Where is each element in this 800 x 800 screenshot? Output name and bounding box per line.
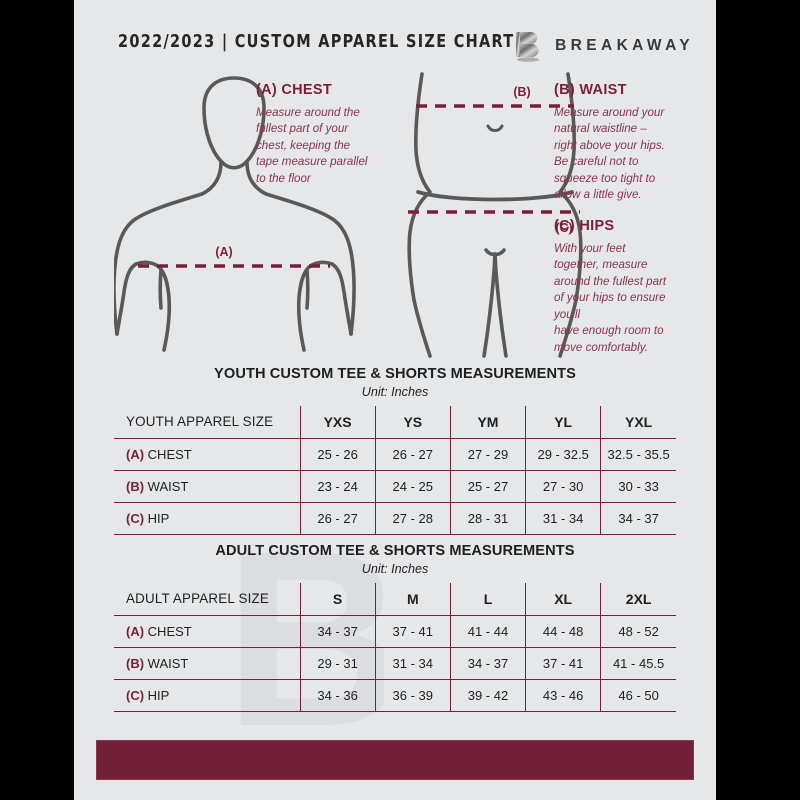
youth-header-cell-4: YL bbox=[525, 406, 601, 439]
youth-row-label-0: (A) CHEST bbox=[114, 437, 300, 471]
youth-cell-1-1: 24 - 25 bbox=[374, 469, 451, 503]
adult-table-block: ADULT CUSTOM TEE & SHORTS MEASUREMENTS U… bbox=[74, 543, 716, 712]
adult-header-cell-1: S bbox=[299, 583, 376, 616]
breakaway-b-logo-icon bbox=[516, 32, 540, 62]
callout-hips: (C) HIPS With your feet together, measur… bbox=[554, 218, 694, 356]
callout-waist-body: Measure around your natural waistline – … bbox=[554, 106, 665, 202]
brand-name: BREAKAWAY bbox=[555, 37, 694, 54]
adult-cell-0-4: 48 - 52 bbox=[600, 614, 676, 648]
youth-row-label-2: (C) HIP bbox=[114, 501, 300, 535]
table-header-row: YOUTH APPAREL SIZE YXS YS YM YL YXL bbox=[114, 406, 676, 439]
youth-cell-1-0: 23 - 24 bbox=[299, 469, 376, 503]
callout-waist: (B) WAIST Measure around your natural wa… bbox=[554, 82, 690, 204]
adult-cell-2-2: 39 - 42 bbox=[449, 678, 526, 712]
youth-cell-0-4: 32.5 - 35.5 bbox=[600, 437, 676, 471]
youth-cell-2-2: 28 - 31 bbox=[449, 501, 526, 535]
table-row: (C) HIP 34 - 36 36 - 39 39 - 42 43 - 46 … bbox=[114, 678, 676, 712]
table-row: (A) CHEST 34 - 37 37 - 41 41 - 44 44 - 4… bbox=[114, 614, 676, 648]
waist-marker-label: (B) bbox=[513, 85, 530, 99]
adult-cell-2-3: 43 - 46 bbox=[525, 678, 601, 712]
measurement-illustrations: (A) (B) (C) (A) CHEST Measu bbox=[74, 70, 716, 360]
adult-cell-1-1: 31 - 34 bbox=[374, 646, 451, 680]
youth-cell-0-2: 27 - 29 bbox=[449, 437, 526, 471]
adult-header-cell-2: M bbox=[374, 583, 451, 616]
adult-cell-0-3: 44 - 48 bbox=[525, 614, 601, 648]
male-torso-outline-icon: (A) bbox=[114, 76, 356, 352]
page-header: 2022/2023 | CUSTOM APPAREL SIZE CHART BR… bbox=[74, 26, 716, 66]
youth-cell-2-0: 26 - 27 bbox=[299, 501, 376, 535]
callout-waist-heading: (B) WAIST bbox=[554, 82, 627, 98]
adult-row-label-2: (C) HIP bbox=[114, 678, 300, 712]
youth-cell-2-3: 31 - 34 bbox=[525, 501, 601, 535]
youth-cell-1-3: 27 - 30 bbox=[525, 469, 601, 503]
row-label: HIP bbox=[147, 510, 170, 526]
youth-table-unit: Unit: Inches bbox=[361, 385, 429, 399]
adult-table-unit: Unit: Inches bbox=[361, 562, 429, 576]
table-row: (C) HIP 26 - 27 27 - 28 28 - 31 31 - 34 … bbox=[114, 501, 676, 535]
youth-cell-2-4: 34 - 37 bbox=[600, 501, 676, 535]
row-label: WAIST bbox=[147, 655, 189, 671]
youth-cell-2-1: 27 - 28 bbox=[374, 501, 451, 535]
footer-bar bbox=[96, 740, 694, 780]
youth-table-block: YOUTH CUSTOM TEE & SHORTS MEASUREMENTS U… bbox=[74, 366, 716, 535]
youth-header-cell-5: YXL bbox=[600, 406, 676, 439]
adult-cell-1-2: 34 - 37 bbox=[449, 646, 526, 680]
youth-header-cell-1: YXS bbox=[299, 406, 376, 439]
youth-header-cell-0: YOUTH APPAREL SIZE bbox=[114, 406, 300, 439]
adult-header-cell-5: 2XL bbox=[600, 583, 676, 616]
adult-cell-2-1: 36 - 39 bbox=[374, 678, 451, 712]
youth-header-cell-2: YS bbox=[374, 406, 451, 439]
youth-size-table: YOUTH APPAREL SIZE YXS YS YM YL YXL (A) … bbox=[114, 406, 676, 535]
male-hips-outline-icon: (B) (C) bbox=[407, 72, 583, 358]
table-row: (B) WAIST 23 - 24 24 - 25 25 - 27 27 - 3… bbox=[114, 469, 676, 503]
row-tag: (B) bbox=[126, 478, 145, 494]
page-title: 2022/2023 | CUSTOM APPAREL SIZE CHART bbox=[118, 32, 515, 52]
adult-cell-2-4: 46 - 50 bbox=[600, 678, 676, 712]
size-chart-page: B 2022/2023 | CUSTOM APPAREL SIZE CHART bbox=[74, 0, 716, 800]
brand-lockup: BREAKAWAY bbox=[513, 26, 694, 66]
row-tag: (C) bbox=[126, 687, 145, 703]
youth-header-cell-3: YM bbox=[449, 406, 526, 439]
youth-cell-1-4: 30 - 33 bbox=[600, 469, 676, 503]
adult-cell-0-0: 34 - 37 bbox=[299, 614, 376, 648]
callout-chest-heading: (A) CHEST bbox=[256, 82, 332, 98]
youth-row-label-1: (B) WAIST bbox=[114, 469, 300, 503]
callout-chest: (A) CHEST Measure around the fullest par… bbox=[256, 82, 396, 187]
adult-cell-1-0: 29 - 31 bbox=[299, 646, 376, 680]
table-row: (A) CHEST 25 - 26 26 - 27 27 - 29 29 - 3… bbox=[114, 437, 676, 471]
table-header-row: ADULT APPAREL SIZE S M L XL 2XL bbox=[114, 583, 676, 616]
youth-table-title: YOUTH CUSTOM TEE & SHORTS MEASUREMENTS bbox=[214, 366, 576, 382]
row-tag: (A) bbox=[126, 446, 145, 462]
youth-cell-0-3: 29 - 32.5 bbox=[525, 437, 601, 471]
adult-cell-1-3: 37 - 41 bbox=[525, 646, 601, 680]
row-label: HIP bbox=[147, 687, 170, 703]
row-label: CHEST bbox=[147, 623, 192, 639]
row-tag: (C) bbox=[126, 510, 145, 526]
callout-chest-body: Measure around the fullest part of your … bbox=[256, 106, 368, 185]
adult-row-label-0: (A) CHEST bbox=[114, 614, 300, 648]
youth-cell-0-1: 26 - 27 bbox=[374, 437, 451, 471]
adult-cell-2-0: 34 - 36 bbox=[299, 678, 376, 712]
adult-cell-0-2: 41 - 44 bbox=[449, 614, 526, 648]
youth-cell-0-0: 25 - 26 bbox=[299, 437, 376, 471]
adult-table-title: ADULT CUSTOM TEE & SHORTS MEASUREMENTS bbox=[215, 543, 575, 559]
adult-size-table: ADULT APPAREL SIZE S M L XL 2XL (A) CHES… bbox=[114, 583, 676, 712]
adult-header-cell-3: L bbox=[449, 583, 526, 616]
row-tag: (A) bbox=[126, 623, 145, 639]
youth-cell-1-2: 25 - 27 bbox=[449, 469, 526, 503]
adult-header-cell-4: XL bbox=[525, 583, 601, 616]
callout-hips-body: With your feet together, measure around … bbox=[554, 242, 667, 354]
row-label: WAIST bbox=[147, 478, 189, 494]
adult-cell-0-1: 37 - 41 bbox=[374, 614, 451, 648]
hip-marker-label: (C) bbox=[555, 221, 572, 235]
adult-row-label-1: (B) WAIST bbox=[114, 646, 300, 680]
row-label: CHEST bbox=[147, 446, 192, 462]
chest-marker-label: (A) bbox=[215, 245, 232, 259]
adult-header-cell-0: ADULT APPAREL SIZE bbox=[114, 583, 300, 616]
callout-hips-heading: (C) HIPS bbox=[554, 218, 615, 234]
table-row: (B) WAIST 29 - 31 31 - 34 34 - 37 37 - 4… bbox=[114, 646, 676, 680]
row-tag: (B) bbox=[126, 655, 145, 671]
adult-cell-1-4: 41 - 45.5 bbox=[600, 646, 676, 680]
